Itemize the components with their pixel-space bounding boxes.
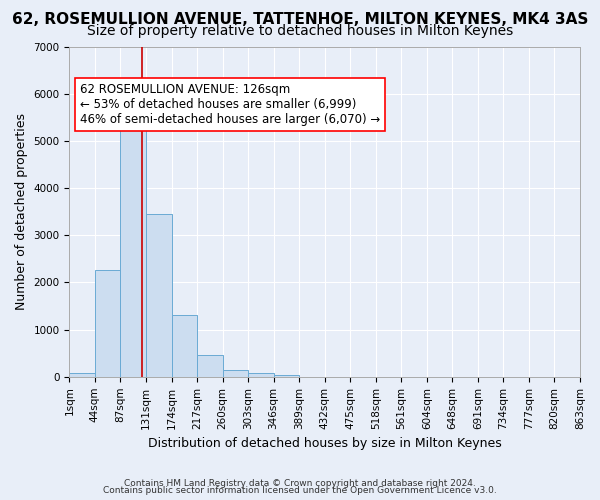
X-axis label: Distribution of detached houses by size in Milton Keynes: Distribution of detached houses by size … <box>148 437 502 450</box>
Bar <box>197 354 223 377</box>
Text: 62 ROSEMULLION AVENUE: 126sqm
← 53% of detached houses are smaller (6,999)
46% o: 62 ROSEMULLION AVENUE: 126sqm ← 53% of d… <box>80 83 380 126</box>
Bar <box>70 373 95 377</box>
Bar <box>121 118 146 377</box>
Bar <box>95 270 121 377</box>
Bar <box>248 373 274 377</box>
Text: Contains HM Land Registry data © Crown copyright and database right 2024.: Contains HM Land Registry data © Crown c… <box>124 478 476 488</box>
Bar <box>274 375 299 377</box>
Text: Contains public sector information licensed under the Open Government Licence v3: Contains public sector information licen… <box>103 486 497 495</box>
Text: 62, ROSEMULLION AVENUE, TATTENHOE, MILTON KEYNES, MK4 3AS: 62, ROSEMULLION AVENUE, TATTENHOE, MILTO… <box>12 12 588 28</box>
Bar <box>146 214 172 377</box>
Text: Size of property relative to detached houses in Milton Keynes: Size of property relative to detached ho… <box>87 24 513 38</box>
Bar <box>172 315 197 377</box>
Bar <box>223 370 248 377</box>
Y-axis label: Number of detached properties: Number of detached properties <box>15 113 28 310</box>
